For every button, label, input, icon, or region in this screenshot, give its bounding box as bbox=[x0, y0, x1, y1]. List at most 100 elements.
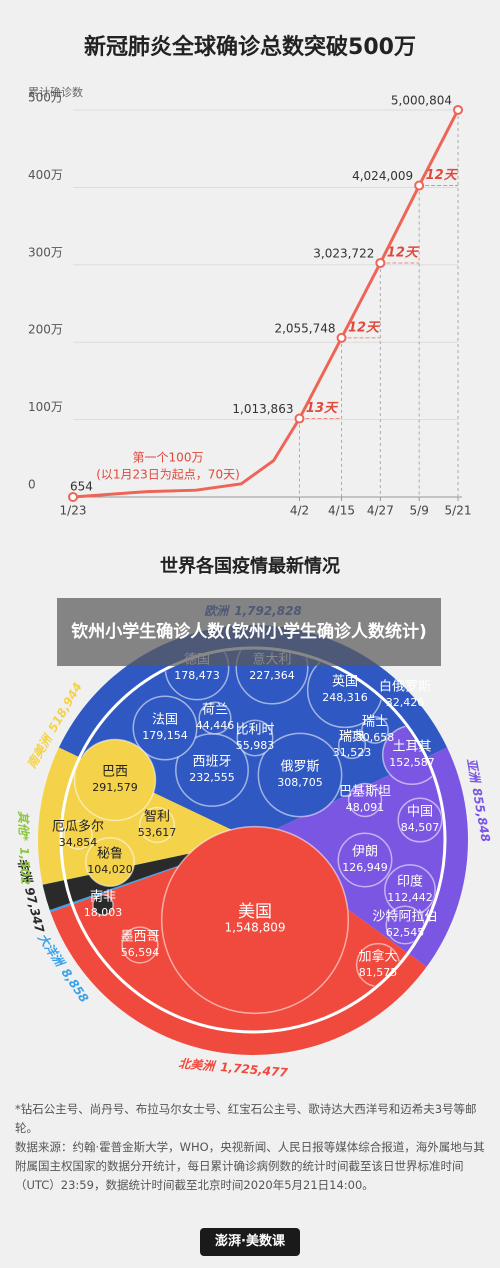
point bbox=[375, 257, 386, 268]
country-value: 31,523 bbox=[333, 746, 372, 759]
country-value: 152,587 bbox=[389, 756, 435, 769]
x-tick-label: 5/9 bbox=[410, 504, 429, 518]
country-cell bbox=[132, 695, 198, 761]
country-value: 56,594 bbox=[121, 946, 160, 959]
country-value: 1,548,809 bbox=[224, 921, 285, 935]
continent-name: 北美洲 bbox=[178, 1056, 217, 1073]
country-name: 法国 bbox=[152, 713, 178, 728]
continent-name: 其他* bbox=[16, 811, 31, 842]
notes: *钻石公主号、尚丹号、布拉马尔女士号、红宝石公主号、歌诗达大西洋号和迈希夫3号等… bbox=[15, 1100, 487, 1195]
x-tick-label: 4/27 bbox=[367, 504, 394, 518]
country-value: 227,364 bbox=[249, 669, 295, 682]
country-value: 104,020 bbox=[87, 863, 133, 876]
country-name: 美国 bbox=[238, 902, 272, 922]
country-cell bbox=[92, 894, 114, 916]
point bbox=[336, 332, 347, 343]
continent-name: 非洲 bbox=[15, 857, 35, 886]
data-label: 3,023,722 bbox=[313, 246, 374, 260]
point bbox=[453, 104, 463, 115]
country-cell bbox=[337, 730, 367, 760]
data-label: 2,055,748 bbox=[274, 321, 335, 335]
chart: 新冠肺炎全球确诊总数突破500万 累计确诊数 世界各国疫情最新情况 0 100万 2… bbox=[15, 34, 493, 1080]
country-name: 比利时 bbox=[235, 723, 274, 738]
country-cell bbox=[121, 926, 159, 964]
interval-label: 12天 bbox=[387, 245, 420, 260]
chart-title: 世界各国疫情最新情况 bbox=[160, 555, 340, 577]
country-cell bbox=[85, 837, 135, 887]
country-name: 印度 bbox=[397, 874, 423, 890]
country-cell bbox=[361, 716, 389, 744]
x-tick-label: 4/15 bbox=[328, 504, 355, 518]
x-tick-label: 4/2 bbox=[290, 504, 309, 518]
annotation: 第一个100万 bbox=[133, 451, 204, 465]
interval-label: 12天 bbox=[426, 168, 459, 183]
country-name: 智利 bbox=[144, 810, 170, 825]
country-name: 荷兰 bbox=[202, 703, 228, 718]
country-cell bbox=[257, 732, 343, 818]
country-name: 南非 bbox=[90, 889, 116, 905]
country-name: 厄瓜多尔 bbox=[52, 819, 104, 835]
x-tick-label: 5/21 bbox=[445, 504, 472, 518]
country-value: 30,658 bbox=[356, 731, 395, 744]
country-cell bbox=[63, 820, 93, 850]
country-value: 84,507 bbox=[401, 821, 440, 834]
country-cell bbox=[138, 806, 176, 844]
country-value: 44,446 bbox=[196, 719, 235, 732]
y-tick-label: 100万 bbox=[28, 400, 63, 414]
country-name: 白俄罗斯 bbox=[379, 679, 431, 695]
point bbox=[294, 413, 305, 424]
country-cell bbox=[337, 832, 393, 888]
country-name: 俄罗斯 bbox=[280, 760, 319, 775]
country-value: 55,983 bbox=[236, 739, 275, 752]
country-value: 178,473 bbox=[174, 669, 220, 682]
note: 数据来源：约翰·霍普金斯大学，WHO，央视新闻、人民日报等媒体综合报道，海外属地… bbox=[15, 1140, 485, 1192]
country-name: 墨西哥 bbox=[120, 930, 159, 945]
country-name: 巴西 bbox=[102, 765, 128, 780]
data-label: 654 bbox=[70, 479, 93, 493]
country-cell bbox=[347, 782, 383, 818]
country-name: 巴基斯坦 bbox=[339, 785, 391, 800]
continent-value: 1,502 bbox=[18, 847, 33, 885]
country-value: 232,555 bbox=[189, 771, 235, 784]
country-value: 48,091 bbox=[346, 801, 385, 814]
country-cell bbox=[73, 738, 157, 822]
country-value: 62,545 bbox=[386, 926, 425, 939]
country-name: 秘鲁 bbox=[97, 847, 123, 862]
banner: 钦州小学生确诊人数(钦州小学生确诊人数统计) bbox=[57, 598, 441, 666]
continent-value: 855,848 bbox=[470, 787, 493, 843]
y-tick-label: 300万 bbox=[28, 245, 63, 259]
continent-value: 97,347 bbox=[23, 886, 48, 935]
country-value: 18,003 bbox=[84, 906, 123, 919]
country-name: 瑞士 bbox=[362, 715, 388, 730]
country-name: 英国 bbox=[332, 675, 358, 690]
continent-value: 1,725,477 bbox=[220, 1060, 289, 1080]
country-name: 土耳其 bbox=[392, 740, 431, 755]
continent-name: 南美洲 bbox=[24, 731, 55, 771]
logo: 澎湃·美数课 bbox=[200, 1228, 300, 1256]
country-value: 81,575 bbox=[359, 966, 398, 979]
y-tick-label: 200万 bbox=[28, 323, 63, 337]
y-tick-label: 400万 bbox=[28, 168, 63, 182]
country-name: 中国 bbox=[407, 805, 433, 820]
country-name: 瑞典 bbox=[339, 730, 365, 745]
x-tick-label: 1/23 bbox=[60, 504, 87, 518]
annotation: (以1月23日为起点，70天) bbox=[96, 468, 240, 482]
country-cell bbox=[160, 825, 350, 1015]
note: *钻石公主号、尚丹号、布拉马尔女士号、红宝石公主号、歌诗达大西洋号和迈希夫3号等… bbox=[15, 1102, 477, 1135]
interval-label: 13天 bbox=[306, 401, 339, 416]
country-name: 伊朗 bbox=[352, 845, 378, 860]
continent-name: 亚洲 bbox=[465, 757, 483, 785]
country-value: 179,154 bbox=[142, 729, 188, 742]
country-cell bbox=[236, 719, 274, 757]
data-label: 4,024,009 bbox=[352, 169, 413, 183]
continent-label: 北美洲 1,725,477 bbox=[178, 1056, 289, 1080]
data-label: 1,013,863 bbox=[232, 402, 293, 416]
country-value: 53,617 bbox=[138, 826, 177, 839]
country-value: 34,854 bbox=[59, 836, 98, 849]
y-tick-label: 0 bbox=[28, 478, 36, 492]
country-cell bbox=[397, 797, 443, 843]
chart-title: 新冠肺炎全球确诊总数突破500万 bbox=[84, 34, 416, 60]
country-name: 加拿大 bbox=[358, 949, 397, 965]
data-label: 5,000,804 bbox=[391, 93, 452, 107]
